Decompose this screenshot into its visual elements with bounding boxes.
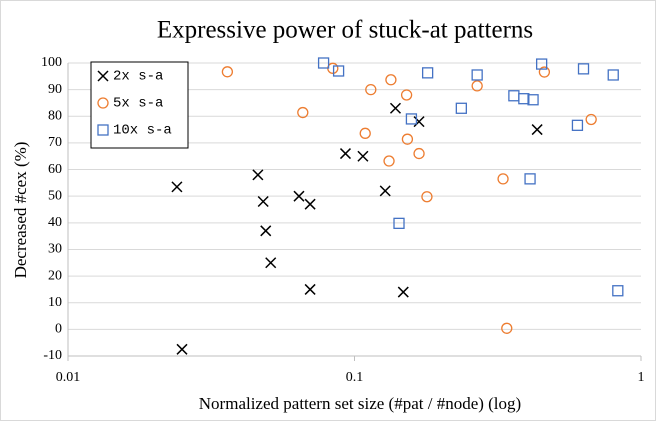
point [400,89,413,101]
y-tick-label: 90 [48,82,62,97]
chart-title: Expressive power of stuck-at patterns [157,17,533,44]
legend-marker [97,124,109,136]
point [297,106,309,119]
y-tick-label: 60 [48,162,62,177]
y-tick-label: 20 [48,268,62,283]
point [421,67,434,79]
point [385,74,397,86]
point [252,169,264,181]
x-tick-label: 0.01 [56,370,81,385]
point [171,181,183,193]
point [260,225,272,237]
point [332,65,345,77]
point [221,66,234,78]
point [531,124,543,136]
point [455,102,467,114]
point [405,113,418,125]
legend-label: 5x s-a [113,96,163,112]
point [383,155,395,167]
legend-label: 10x s-a [113,123,172,139]
point [304,283,316,295]
x-axis-label: Normalized pattern set size (#pat / #nod… [199,394,521,413]
point [497,173,509,185]
point [501,322,513,334]
point [176,343,188,355]
x-tick-label: 1 [638,370,645,385]
point [538,66,551,78]
point [339,148,352,160]
y-tick-label: 30 [48,242,62,257]
point [524,173,536,185]
point [357,150,369,162]
point [518,93,530,105]
point [359,127,371,139]
legend-marker [97,97,109,109]
y-tick-label: -10 [43,348,62,363]
point [421,191,433,203]
point [293,190,305,202]
point [365,83,377,96]
y-tick-label: 0 [55,322,62,337]
point [413,147,425,160]
y-tick-label: 80 [48,108,62,123]
x-tick-label: 0.1 [346,370,364,385]
point [265,257,277,269]
point [471,80,483,92]
point [607,69,619,81]
point [393,217,405,230]
y-axis-label: Decreased #cex (%) [11,142,30,279]
point [612,285,624,297]
point [379,185,391,197]
point [585,113,597,126]
point [397,286,409,298]
point [257,195,269,208]
point [389,102,402,114]
point [317,57,330,69]
point [577,63,590,75]
point [535,58,548,70]
y-tick-label: 100 [41,55,62,70]
point [304,198,316,210]
y-tick-label: 40 [48,215,62,230]
point [471,69,483,81]
point [527,94,539,106]
point [413,116,425,128]
y-tick-label: 10 [48,295,62,310]
y-tick-label: 70 [48,135,62,150]
legend-label: 2x s-a [113,69,163,85]
legend-marker [97,70,109,82]
y-tick-label: 50 [48,188,62,203]
point [401,133,414,145]
point [571,119,584,131]
